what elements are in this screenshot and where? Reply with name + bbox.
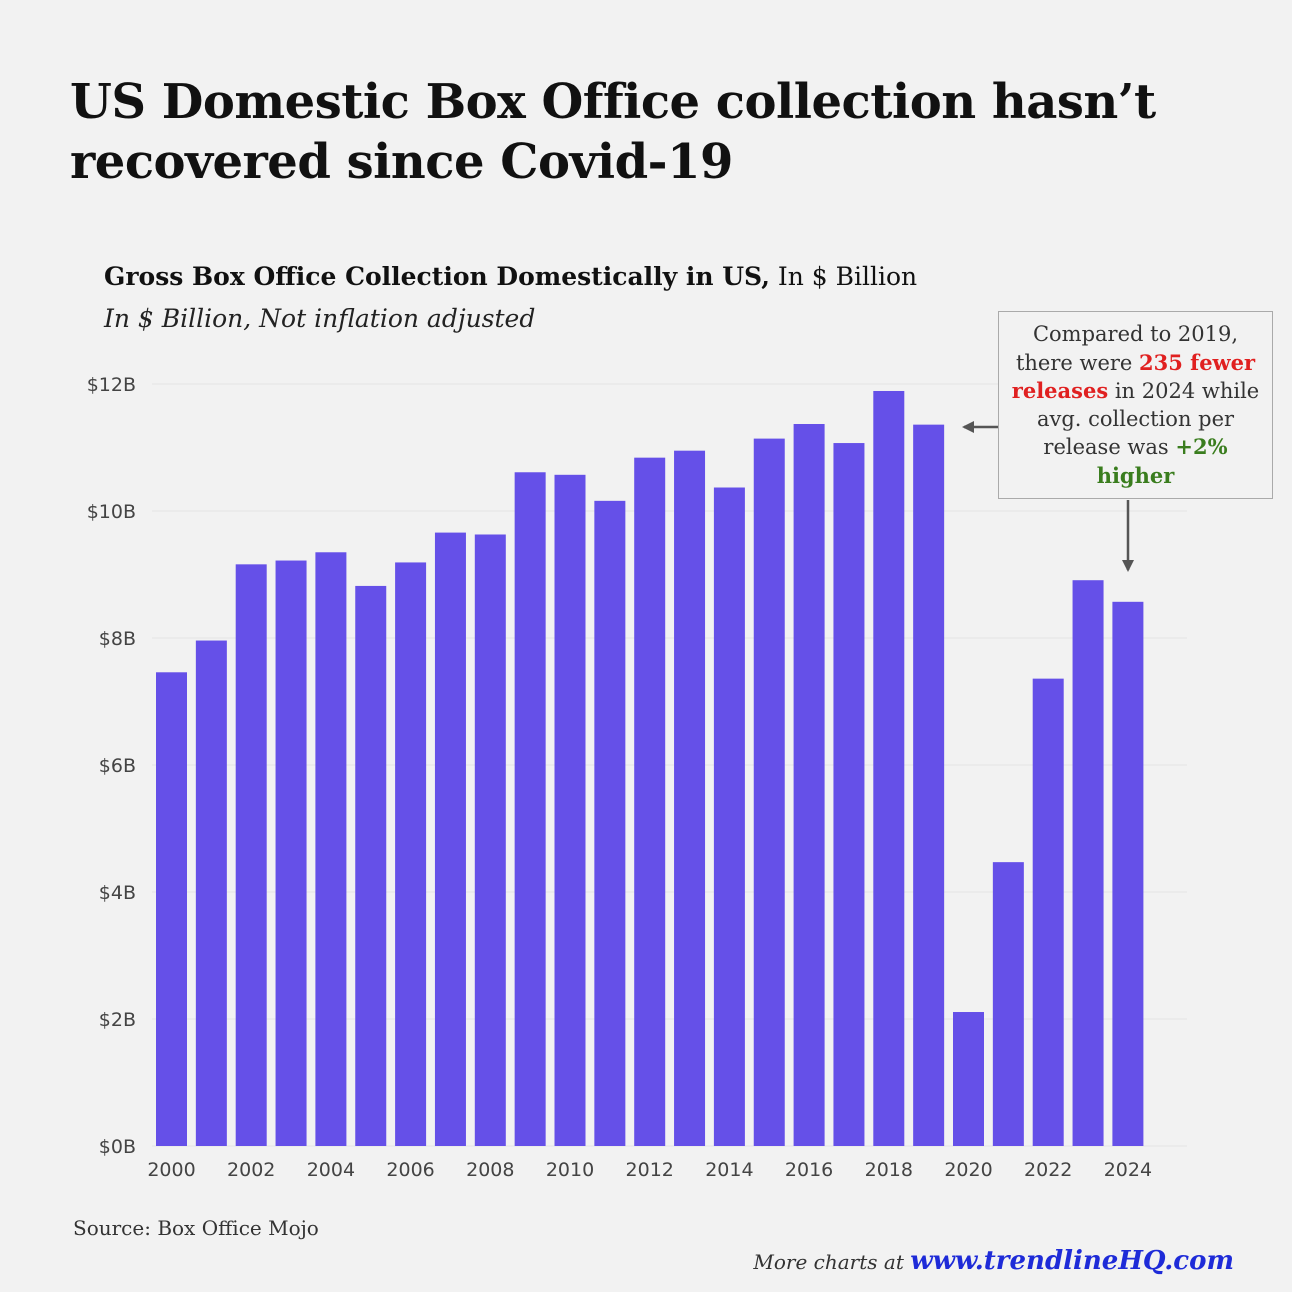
bar-2024 [1112,601,1144,1146]
bar-2012 [634,457,666,1146]
bar-2000 [156,672,187,1146]
y-tick-label: $6B [99,755,136,777]
x-tick-label: 2016 [785,1159,833,1181]
bar-2006 [395,562,427,1146]
x-tick-label: 2000 [147,1159,195,1181]
y-tick-label: $0B [99,1136,136,1158]
bar-2011 [594,500,626,1147]
x-tick-label: 2006 [386,1159,434,1181]
source-note: Source: Box Office Mojo [73,1216,319,1240]
y-tick-label: $10B [87,501,136,523]
chart-subtitle: Gross Box Office Collection Domestically… [104,262,917,291]
x-tick-label: 2002 [227,1159,275,1181]
bar-2015 [753,438,785,1146]
bar-2020 [953,1012,984,1146]
x-tick-label: 2022 [1024,1159,1072,1181]
bar-2021 [992,862,1024,1146]
x-tick-label: 2024 [1104,1159,1152,1181]
footer-credit: More charts at www.trendlineHQ.com [753,1246,1234,1276]
bar-2013 [674,450,706,1146]
y-tick-label: $8B [99,628,136,650]
x-tick-label: 2020 [944,1159,992,1181]
page-title: US Domestic Box Office collection hasn’t… [70,74,1156,190]
chart-subtitle-unit: In $ Billion [769,262,918,291]
footer-text: More charts at [753,1250,911,1274]
bar-2022 [1032,678,1064,1146]
x-tick-label: 2018 [865,1159,913,1181]
bar-2017 [833,443,865,1146]
bar-2003 [275,560,307,1146]
footer-link[interactable]: www.trendlineHQ.com [910,1246,1234,1276]
x-tick-label: 2010 [546,1159,594,1181]
bar-2007 [434,532,466,1146]
x-tick-label: 2012 [626,1159,674,1181]
callout-text-2: in 2024 while avg. collection per releas… [1036,379,1260,459]
x-tick-label: 2008 [466,1159,514,1181]
bar-2018 [873,390,905,1146]
x-tick-label: 2004 [307,1159,355,1181]
bar-2023 [1072,580,1104,1146]
bar-2004 [315,552,347,1146]
bar-2002 [235,564,267,1146]
callout-text-1: Compared to 2019, there were [1015,322,1239,375]
chart-subtitle-bold: Gross Box Office Collection Domestically… [104,262,770,291]
y-tick-label: $2B [99,1009,136,1031]
annotation-callout: Compared to 2019, there were 235 fewer r… [998,311,1273,499]
bar-2010 [554,474,586,1146]
chart-note: In $ Billion, Not inflation adjusted [104,304,536,333]
bar-2001 [195,640,227,1146]
x-tick-label: 2014 [705,1159,753,1181]
bar-2009 [514,472,546,1146]
bar-2008 [474,534,506,1146]
y-tick-label: $4B [99,882,136,904]
bar-2016 [793,424,825,1146]
bar-2005 [355,585,387,1146]
y-tick-label: $12B [87,374,136,396]
callout-highlight-collection: +2% higher [1096,434,1228,488]
callout-highlight-releases: 235 fewer releases [1011,349,1256,404]
bar-2019 [913,424,945,1146]
bar-2014 [713,487,745,1146]
